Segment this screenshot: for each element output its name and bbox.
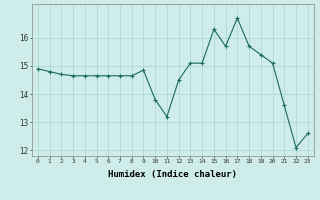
X-axis label: Humidex (Indice chaleur): Humidex (Indice chaleur): [108, 170, 237, 179]
